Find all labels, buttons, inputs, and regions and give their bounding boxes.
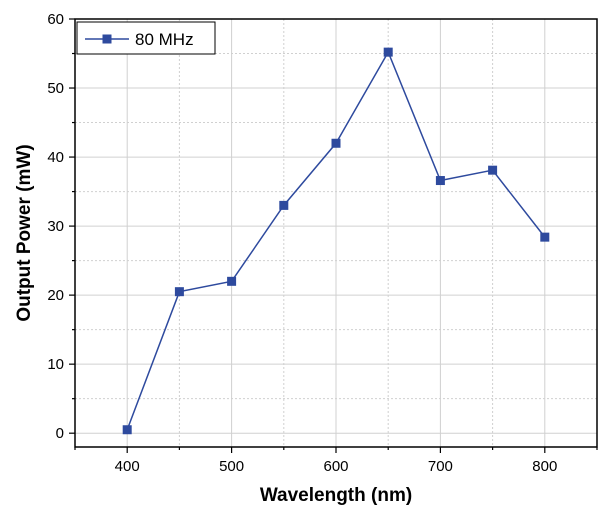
legend-box bbox=[76, 21, 216, 55]
legend: 80 MHz bbox=[76, 21, 216, 55]
x-tick-label: 500 bbox=[219, 458, 244, 475]
y-tick-label: 60 bbox=[47, 11, 64, 28]
data-point bbox=[331, 138, 341, 148]
data-point bbox=[488, 165, 498, 175]
y-tick-label: 10 bbox=[47, 356, 64, 373]
grid-lines bbox=[75, 19, 597, 447]
y-tick-label: 0 bbox=[56, 425, 64, 442]
plot-frame bbox=[74, 18, 598, 448]
series-layer bbox=[122, 47, 550, 435]
data-point bbox=[227, 276, 237, 286]
data-point bbox=[122, 425, 132, 435]
x-tick-labels: 400 500 600 700 800 bbox=[115, 458, 558, 475]
axis-ticks bbox=[69, 18, 598, 453]
data-point bbox=[279, 200, 289, 210]
y-tick-labels: 0 10 20 30 40 50 60 bbox=[47, 11, 64, 442]
legend-label: 80 MHz bbox=[135, 30, 194, 49]
y-tick-label: 50 bbox=[47, 80, 64, 97]
y-tick-label: 20 bbox=[47, 287, 64, 304]
data-point bbox=[174, 287, 184, 297]
x-tick-label: 800 bbox=[532, 458, 557, 475]
data-point bbox=[383, 47, 393, 57]
x-tick-label: 700 bbox=[428, 458, 453, 475]
y-tick-label: 30 bbox=[47, 218, 64, 235]
x-axis-title: Wavelength (nm) bbox=[260, 485, 412, 506]
data-point bbox=[435, 176, 445, 186]
x-tick-label: 400 bbox=[115, 458, 140, 475]
data-point bbox=[540, 232, 550, 242]
y-tick-label: 40 bbox=[47, 149, 64, 166]
x-tick-label: 600 bbox=[323, 458, 348, 475]
y-axis-title: Output Power (mW) bbox=[14, 144, 35, 321]
legend-marker-square bbox=[102, 34, 112, 44]
